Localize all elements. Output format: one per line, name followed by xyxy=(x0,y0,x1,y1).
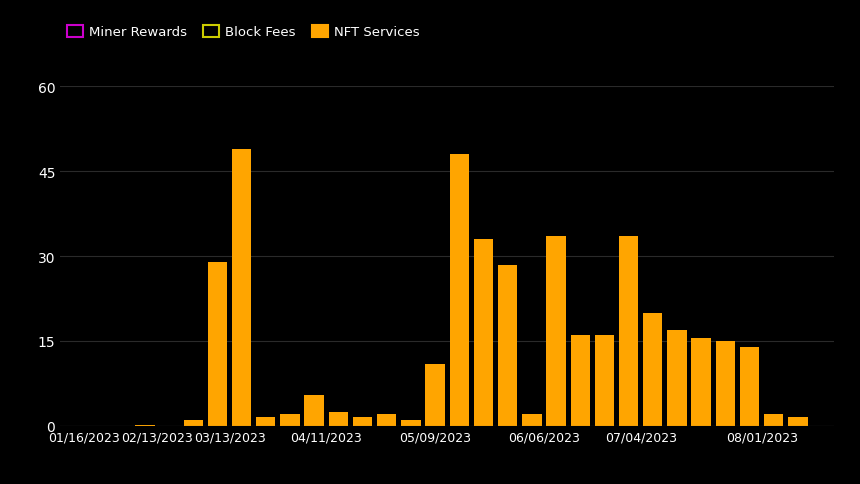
Bar xyxy=(377,415,396,426)
Bar xyxy=(619,237,638,426)
Bar xyxy=(280,415,299,426)
Bar xyxy=(740,347,759,426)
Bar xyxy=(183,420,203,426)
Bar xyxy=(595,335,614,426)
Bar xyxy=(570,335,590,426)
Bar xyxy=(426,364,445,426)
Bar xyxy=(764,415,783,426)
Bar xyxy=(329,412,348,426)
Bar xyxy=(402,420,421,426)
Bar xyxy=(643,313,662,426)
Legend: Miner Rewards, Block Fees, NFT Services: Miner Rewards, Block Fees, NFT Services xyxy=(67,26,420,39)
Bar xyxy=(789,417,808,426)
Bar xyxy=(353,417,372,426)
Bar xyxy=(667,330,686,426)
Bar xyxy=(546,237,566,426)
Bar xyxy=(304,395,324,426)
Bar xyxy=(232,149,251,426)
Bar xyxy=(691,338,711,426)
Bar xyxy=(498,265,518,426)
Bar xyxy=(522,415,542,426)
Bar xyxy=(716,341,735,426)
Bar xyxy=(135,425,155,426)
Bar xyxy=(450,155,469,426)
Bar xyxy=(208,262,227,426)
Bar xyxy=(474,240,493,426)
Bar xyxy=(256,417,275,426)
